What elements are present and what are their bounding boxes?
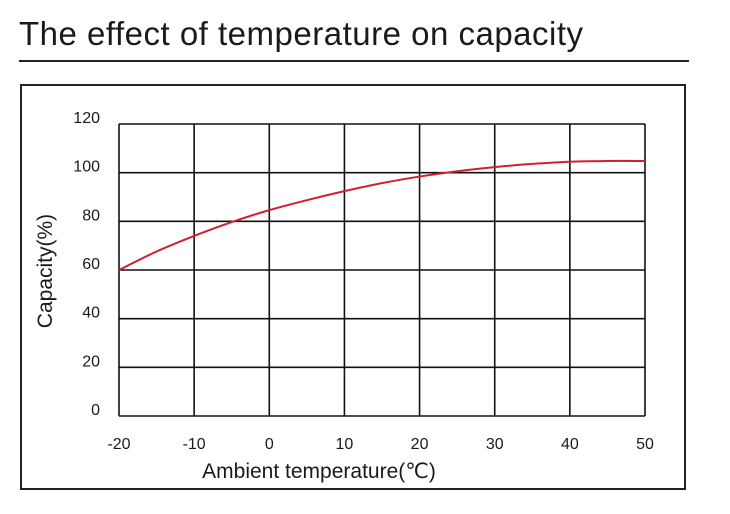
tick-labels: -20 -10 0 10 20 30 40 50 0 20 40 60 80 100 120: [73, 110, 654, 453]
y-tick-label: 40: [82, 305, 100, 322]
page-title: The effect of temperature on capacity: [19, 15, 584, 52]
series-line-capacity: [118, 159, 646, 271]
y-tick-label: 80: [82, 207, 100, 224]
y-tick-label: 120: [73, 110, 100, 127]
title-divider: [19, 60, 689, 62]
x-axis-title: Ambient temperature(℃): [202, 460, 436, 483]
series: [118, 159, 646, 271]
y-tick-label: 60: [82, 256, 100, 273]
y-tick-label: 20: [82, 353, 100, 370]
y-tick-label: 0: [91, 402, 100, 419]
x-tick-label: 50: [636, 436, 654, 453]
y-tick-label: 100: [73, 159, 100, 176]
x-tick-label: -10: [183, 436, 206, 453]
x-tick-label: 30: [486, 436, 504, 453]
y-axis-title: Capacity(%): [34, 214, 57, 328]
x-tick-label: 10: [336, 436, 354, 453]
x-tick-label: 40: [561, 436, 579, 453]
x-tick-label: 20: [411, 436, 429, 453]
x-tick-label: -20: [107, 436, 130, 453]
chart-frame: [20, 84, 686, 490]
grid: [118, 123, 646, 417]
x-tick-label: 0: [265, 436, 274, 453]
